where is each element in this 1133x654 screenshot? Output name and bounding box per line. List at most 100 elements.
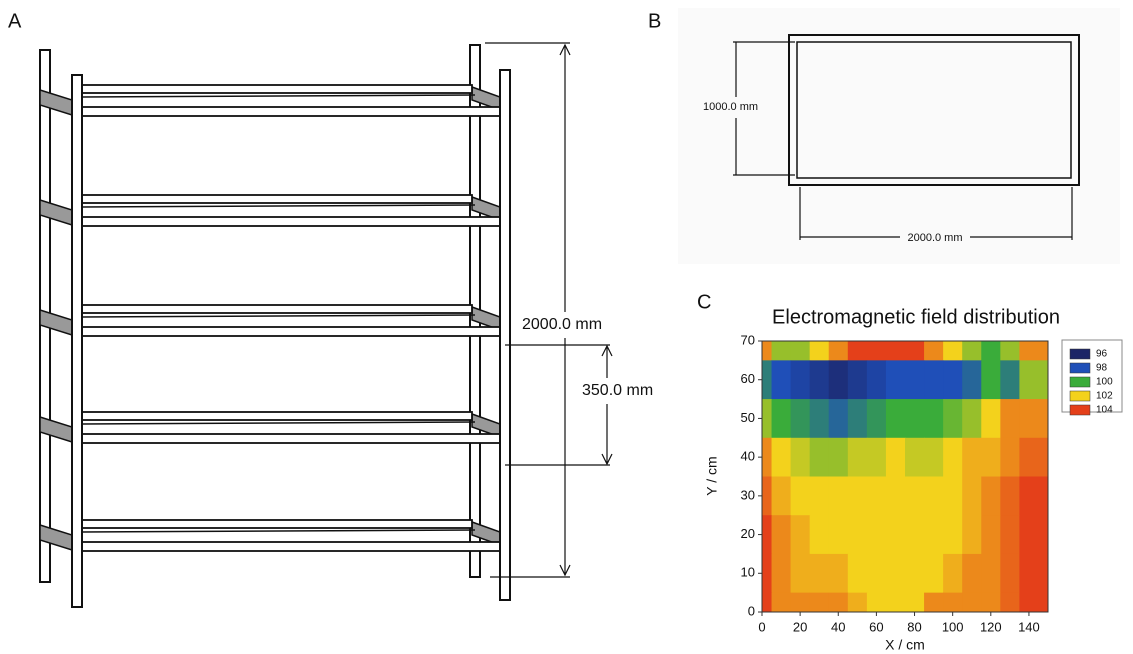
legend-swatch [1069,362,1091,374]
field-cell [762,360,773,400]
field-cell [790,437,811,477]
field-cell [981,341,1001,361]
field-cell [847,476,868,516]
field-cell [762,341,773,361]
field-cell [771,399,792,439]
plot-border [761,340,1049,613]
panel-label: A [8,10,22,32]
shelf-drawing [39,44,511,608]
field-cell [809,476,830,516]
field-cell [885,437,906,477]
field-cell [809,553,830,594]
field-cell [828,437,849,477]
field-cell [809,437,830,477]
field-cell [885,341,906,361]
y-tick-label: 70 [741,332,755,347]
field-cell [924,592,944,613]
field-cell [885,592,906,613]
field-cell [1019,553,1049,594]
legend-label: 104 [1096,405,1113,416]
field-cell [962,399,982,439]
panel-label: C [697,291,711,313]
panel-label: B [648,10,661,32]
field-cell [962,341,982,361]
field-cell [981,515,1001,555]
field-cell [924,515,944,555]
field-cell [905,360,925,400]
field-cell [790,341,811,361]
field-cell [866,592,887,613]
field-cell [1019,399,1049,439]
field-cell [771,476,792,516]
front-rail [81,106,503,117]
field-cell [1000,360,1020,400]
field-cell [828,341,849,361]
field-cell [828,515,849,555]
field-cell [885,515,906,555]
field-cell [905,515,925,555]
field-cell [981,476,1001,516]
back-rail [81,411,473,421]
field-cell [885,553,906,594]
field-cell [1000,437,1020,477]
field-cell [790,553,811,594]
spacing-label: 350.0 mm [582,382,653,399]
field-cell [981,437,1001,477]
back-rail [81,84,473,94]
field-cell [771,553,792,594]
field-cell [924,399,944,439]
y-tick-label: 0 [748,603,755,618]
field-cell [790,399,811,439]
front-rail [81,541,503,552]
field-cell [866,399,887,439]
field-cell [924,476,944,516]
field-cell [866,515,887,555]
field-cell [771,592,792,613]
field-cell [762,476,773,516]
field-cell [943,341,963,361]
field-cell [828,360,849,400]
field-cell [885,476,906,516]
legend-swatch [1069,376,1091,388]
field-cell [771,515,792,555]
width-label: 2000.0 mm [907,232,962,244]
field-cell [828,476,849,516]
field-cell [790,592,811,613]
field-cell [847,360,868,400]
field-cell [905,399,925,439]
rail-edge [81,314,476,318]
front-rail [81,216,503,227]
field-cell [762,592,773,613]
field-cell [809,360,830,400]
field-cell [1000,399,1020,439]
field-cell [962,360,982,400]
field-cell [924,437,944,477]
field-cell [905,437,925,477]
field-cell [905,553,925,594]
field-cell [1000,515,1020,555]
y-tick-label: 30 [741,487,755,502]
field-cell [866,553,887,594]
x-tick-label: 20 [793,619,807,634]
field-cell [962,553,982,594]
legend-label: 100 [1096,377,1113,388]
legend-label: 102 [1096,391,1113,402]
field-cell [905,592,925,613]
dimension-height [485,42,571,578]
field-cell [924,553,944,594]
field-cell [771,360,792,400]
field-cell [847,592,868,613]
field-cell [1019,341,1049,361]
front-rail [81,326,503,337]
y-tick-label: 60 [741,371,755,386]
plot-area [762,341,1049,613]
legend-swatch [1069,348,1091,360]
field-cell [885,399,906,439]
legend-swatch [1069,404,1091,416]
top-view [788,34,1080,186]
field-cell [828,553,849,594]
field-cell [943,399,963,439]
field-cell [981,360,1001,400]
front-rail [81,433,503,444]
field-cell [762,515,773,555]
